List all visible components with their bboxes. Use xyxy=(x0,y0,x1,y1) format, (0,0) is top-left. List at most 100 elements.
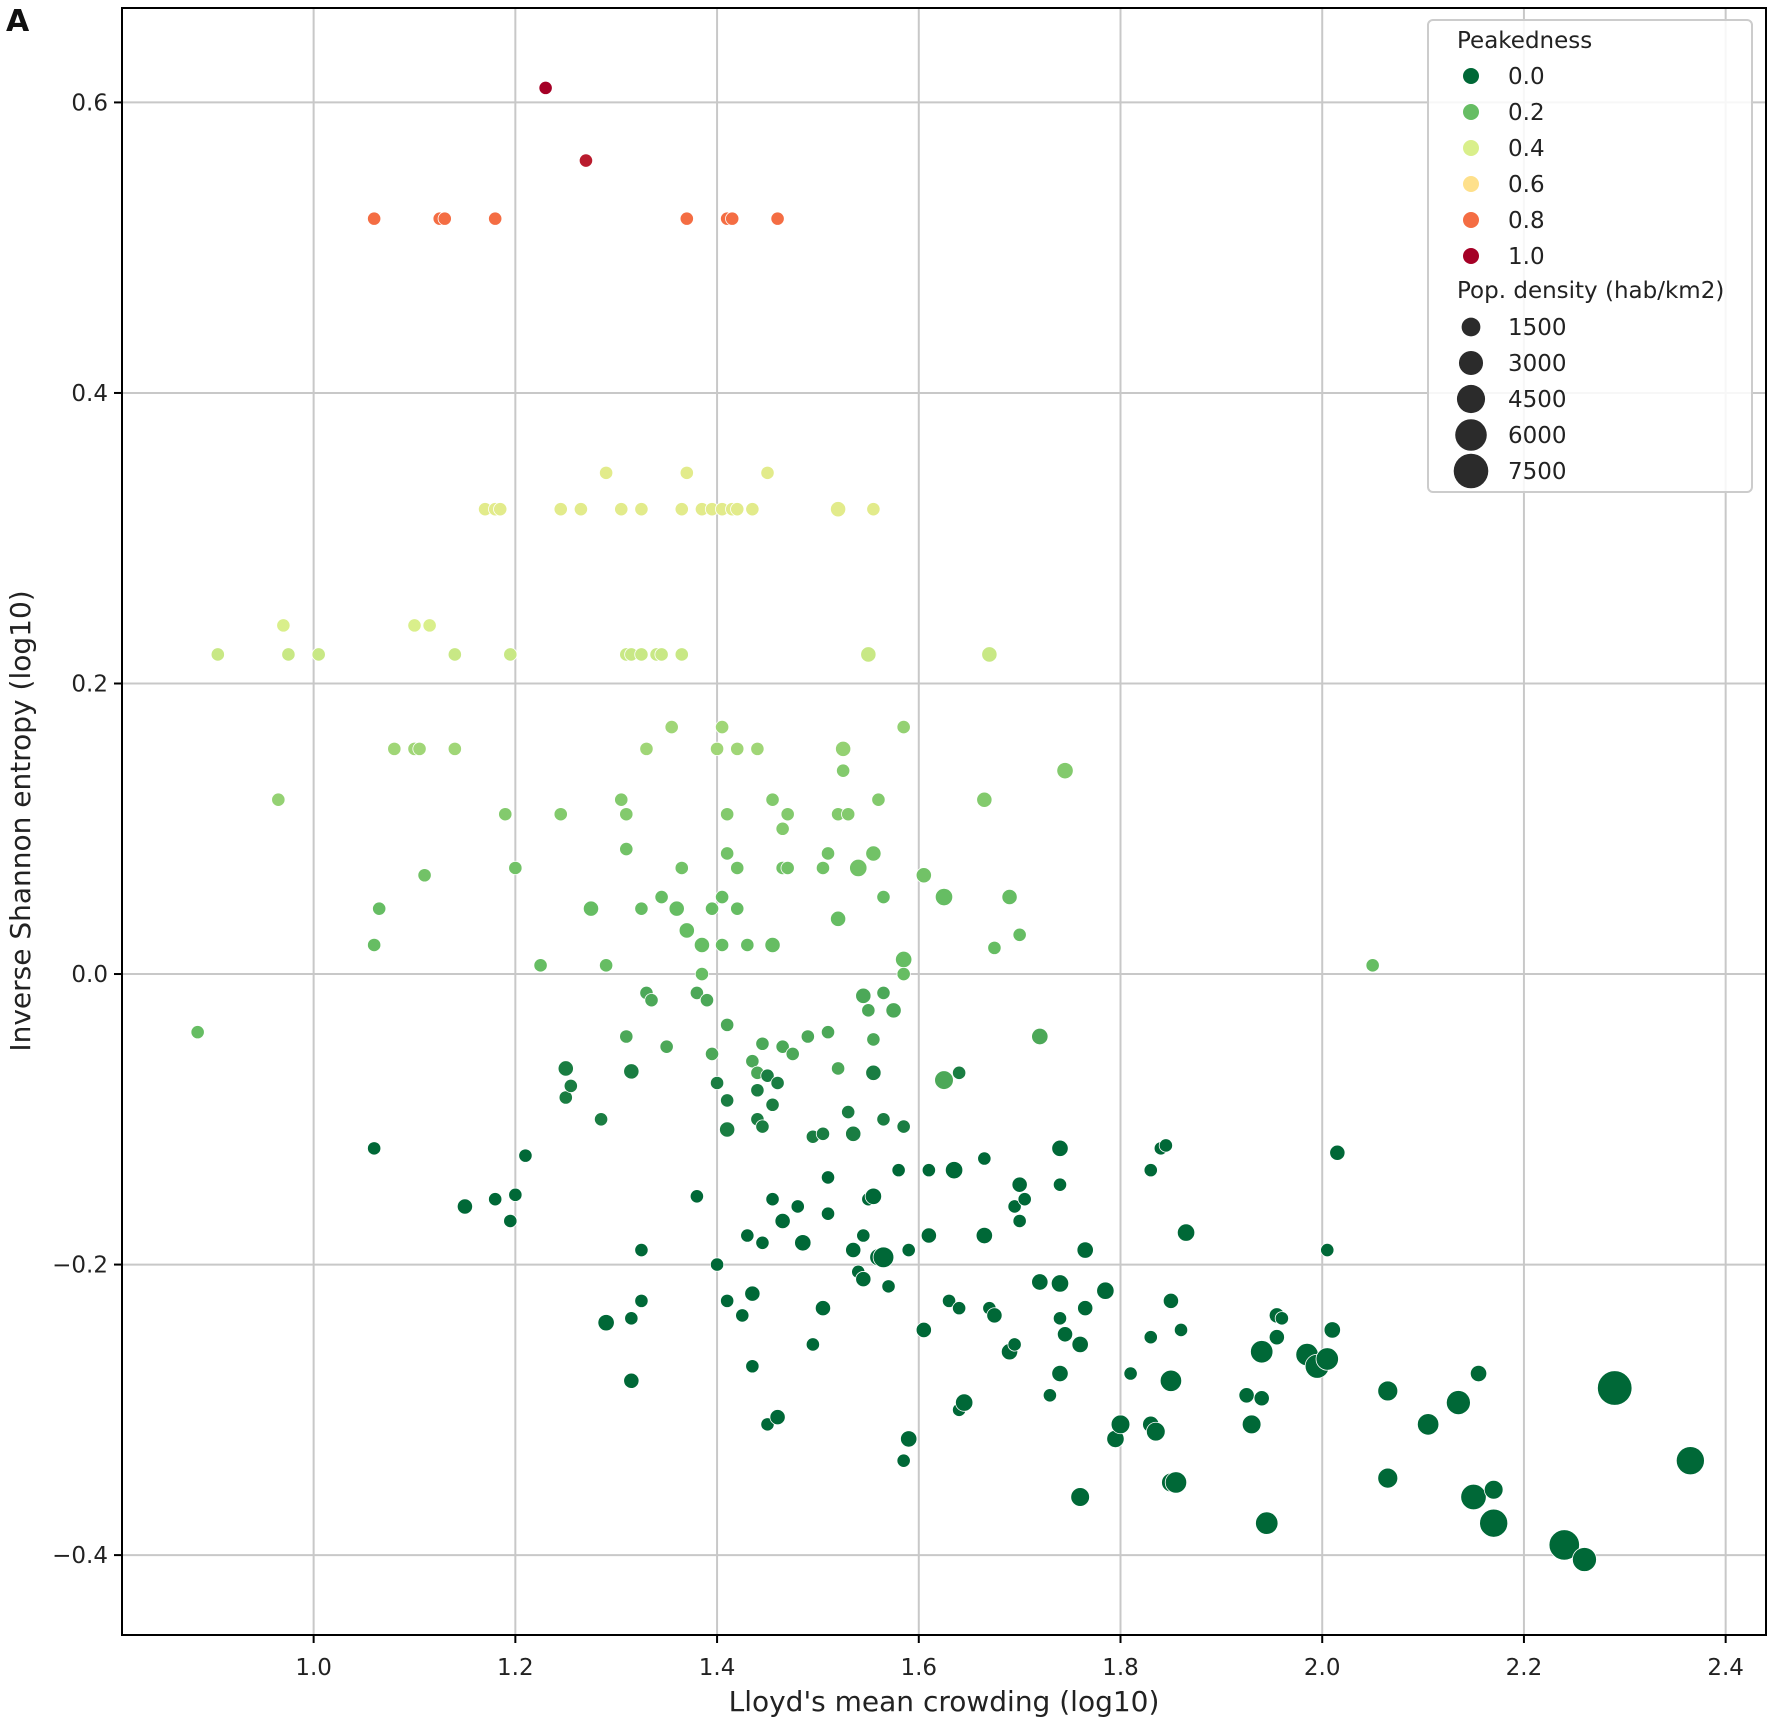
scatter-point xyxy=(1329,1144,1346,1161)
scatter-point xyxy=(563,1078,578,1093)
scatter-point xyxy=(1253,1390,1270,1407)
scatter-point xyxy=(1255,1511,1279,1535)
scatter-point xyxy=(1007,1337,1022,1352)
scatter-point xyxy=(664,719,679,735)
scatter-point xyxy=(1096,1281,1115,1300)
scatter-point xyxy=(1031,1027,1049,1046)
scatter-point xyxy=(412,741,427,756)
scatter-point xyxy=(1012,927,1027,942)
scatter-point xyxy=(679,211,694,226)
x-tick-label: 1.2 xyxy=(497,1655,534,1681)
scatter-point xyxy=(679,465,694,480)
scatter-point xyxy=(533,958,548,973)
scatter-point xyxy=(820,1206,836,1221)
scatter-point xyxy=(750,741,765,756)
scatter-point xyxy=(901,1242,916,1258)
legend-color-swatch xyxy=(1463,212,1479,228)
scatter-point xyxy=(820,1025,836,1040)
scatter-point xyxy=(881,1279,896,1294)
x-tick-label: 2.0 xyxy=(1304,1655,1341,1681)
x-tick-label: 1.0 xyxy=(295,1655,332,1681)
scatter-point xyxy=(1173,1322,1189,1338)
scatter-point xyxy=(730,741,745,756)
scatter-point xyxy=(981,646,998,663)
scatter-point xyxy=(861,1003,876,1018)
scatter-point xyxy=(518,1148,533,1163)
scatter-point xyxy=(367,937,382,953)
scatter-point xyxy=(987,940,1002,955)
scatter-point xyxy=(820,1170,836,1185)
scatter-point xyxy=(407,618,422,633)
x-axis-ticks: 1.0 1.2 1.4 1.6 1.8 2.0 2.2 2.4 xyxy=(295,1635,1744,1681)
scatter-point xyxy=(1001,888,1018,906)
scatter-point xyxy=(1323,1321,1341,1339)
scatter-point xyxy=(730,860,745,876)
data-points xyxy=(190,80,1705,1572)
scatter-point xyxy=(790,1199,805,1214)
scatter-point xyxy=(865,845,882,862)
scatter-point xyxy=(764,936,781,954)
scatter-point xyxy=(865,1064,882,1081)
scatter-point xyxy=(593,1112,609,1127)
x-axis-label: Lloyd's mean crowding (log10) xyxy=(729,1685,1160,1718)
scatter-point xyxy=(634,1293,649,1308)
scatter-point xyxy=(952,1301,967,1316)
scatter-point xyxy=(1123,1366,1138,1381)
scatter-point xyxy=(900,1430,918,1448)
legend-color-label: 1.0 xyxy=(1508,244,1545,270)
scatter-point xyxy=(619,807,634,822)
scatter-point xyxy=(599,958,614,973)
scatter-point xyxy=(311,647,326,662)
scatter-point xyxy=(920,1227,937,1244)
legend-size-label: 4500 xyxy=(1508,387,1567,413)
scatter-point xyxy=(934,1070,954,1090)
scatter-point xyxy=(952,1065,967,1080)
scatter-point xyxy=(975,1226,993,1245)
scatter-point xyxy=(866,1032,881,1047)
scatter-point xyxy=(693,936,711,954)
scatter-point xyxy=(689,985,704,1001)
scatter-point xyxy=(387,741,402,756)
scatter-point xyxy=(634,647,649,662)
scatter-point xyxy=(976,791,993,808)
scatter-point xyxy=(1445,1390,1471,1416)
scatter-point xyxy=(1056,762,1074,780)
scatter-point xyxy=(955,1393,974,1412)
scatter-point xyxy=(860,646,877,663)
scatter-point xyxy=(915,1321,932,1339)
scatter-point xyxy=(1159,1369,1183,1392)
legend-size-label: 7500 xyxy=(1508,459,1567,485)
scatter-point xyxy=(760,465,775,480)
scatter-point xyxy=(814,1300,832,1317)
scatter-point xyxy=(977,1151,992,1166)
scatter-point xyxy=(864,1187,883,1205)
scatter-point xyxy=(634,502,649,517)
legend: Peakedness 0.0 0.2 0.4 0.6 0.8 1.0 Pop. densi… xyxy=(1427,19,1753,493)
scatter-point xyxy=(915,867,932,884)
scatter-point xyxy=(634,1242,649,1258)
scatter-point xyxy=(720,846,735,861)
legend-color-label: 0.8 xyxy=(1508,208,1545,234)
scatter-point xyxy=(855,1271,872,1288)
legend-size-swatch xyxy=(1455,419,1487,451)
scatter-point xyxy=(769,1409,786,1426)
scatter-point xyxy=(372,901,387,916)
scatter-point xyxy=(674,647,689,662)
scatter-point xyxy=(744,1285,761,1302)
scatter-point xyxy=(1070,1487,1090,1507)
scatter-point xyxy=(1315,1347,1339,1371)
scatter-point xyxy=(774,1212,791,1230)
scatter-point xyxy=(674,502,689,517)
scatter-point xyxy=(1548,1529,1580,1561)
scatter-point xyxy=(785,1046,800,1062)
scatter-point xyxy=(740,1228,755,1243)
x-tick-label: 1.4 xyxy=(699,1655,736,1681)
scatter-point xyxy=(276,618,291,633)
scatter-point xyxy=(876,1112,891,1127)
scatter-point xyxy=(780,807,795,822)
scatter-point xyxy=(775,1039,790,1054)
scatter-point xyxy=(794,1234,812,1252)
scatter-point xyxy=(934,887,954,907)
scatter-point xyxy=(1675,1446,1705,1476)
scatter-point xyxy=(634,901,649,916)
